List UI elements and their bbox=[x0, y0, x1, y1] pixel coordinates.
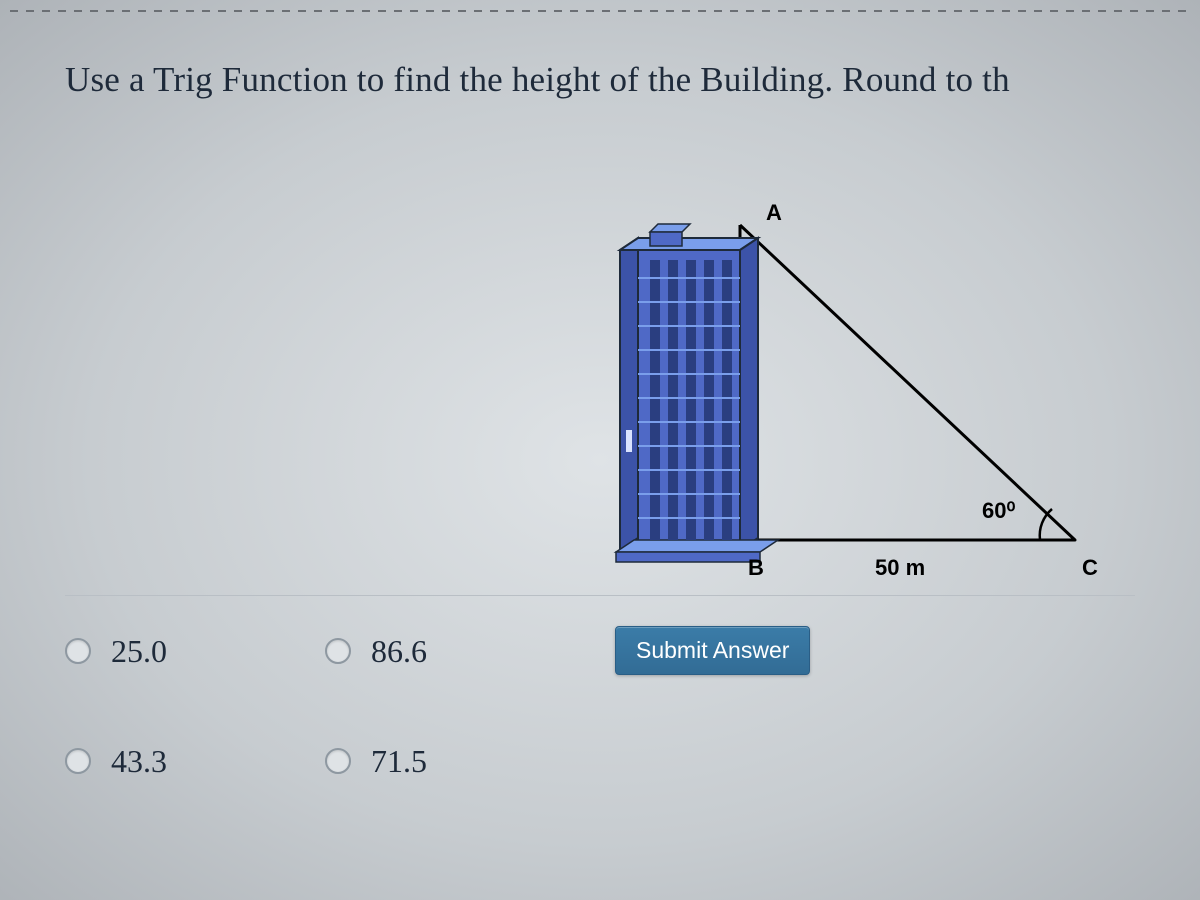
question-card: Use a Trig Function to find the height o… bbox=[10, 10, 1190, 890]
building-diagram: A B C 60⁰ 50 m bbox=[10, 160, 1170, 580]
vertex-a-label: A bbox=[766, 200, 782, 225]
question-text: Use a Trig Function to find the height o… bbox=[65, 60, 1190, 100]
option-c-label: 43.3 bbox=[111, 743, 167, 780]
answers-area: 25.0 86.6 Submit Answer 43.3 71.5 bbox=[65, 595, 1135, 846]
submit-answer-button[interactable]: Submit Answer bbox=[615, 626, 810, 675]
radio-icon bbox=[325, 638, 351, 664]
door-icon bbox=[626, 430, 632, 452]
building-right-side bbox=[740, 238, 758, 550]
vertex-b-label: B bbox=[748, 555, 764, 580]
vertex-c-label: C bbox=[1082, 555, 1098, 580]
option-c[interactable]: 43.3 bbox=[65, 743, 325, 780]
building bbox=[616, 224, 778, 562]
rooftop-block-top bbox=[650, 224, 690, 232]
radio-icon bbox=[65, 638, 91, 664]
top-divider bbox=[10, 10, 1190, 12]
building-base-top bbox=[616, 540, 778, 552]
answers-row-2: 43.3 71.5 bbox=[65, 706, 1135, 816]
option-d-label: 71.5 bbox=[371, 743, 427, 780]
rooftop-block-front bbox=[650, 232, 682, 246]
radio-icon bbox=[65, 748, 91, 774]
option-a[interactable]: 25.0 bbox=[65, 633, 325, 670]
option-b[interactable]: 86.6 bbox=[325, 633, 585, 670]
base-label: 50 m bbox=[875, 555, 925, 580]
radio-icon bbox=[325, 748, 351, 774]
answers-row-1: 25.0 86.6 Submit Answer bbox=[65, 596, 1135, 706]
building-left-side bbox=[620, 238, 638, 550]
option-d[interactable]: 71.5 bbox=[325, 743, 585, 780]
option-b-label: 86.6 bbox=[371, 633, 427, 670]
triangle bbox=[740, 225, 1075, 540]
building-base-front bbox=[616, 552, 760, 562]
angle-label: 60⁰ bbox=[982, 498, 1015, 523]
building-top bbox=[620, 238, 758, 250]
option-a-label: 25.0 bbox=[111, 633, 167, 670]
